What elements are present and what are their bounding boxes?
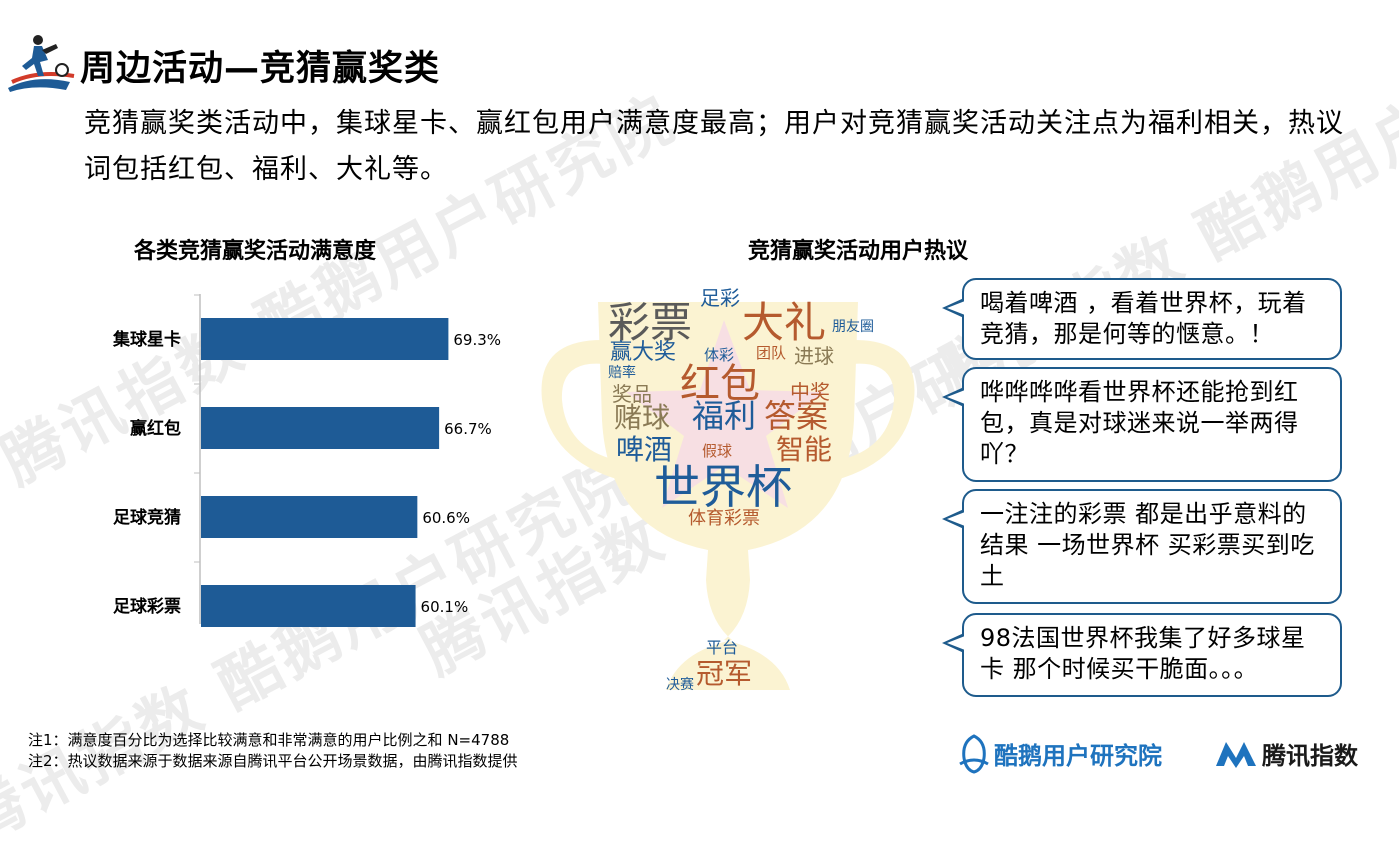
cloud-word: 大礼 — [742, 298, 827, 347]
comment-bubble: 一注注的彩票 都是出乎意料的结果 一场世界杯 买彩票买到吃土 — [942, 489, 1342, 604]
cloud-word: 答案 — [764, 397, 829, 435]
footnote: 注1：满意度百分比为选择比较满意和非常满意的用户比例之和 N=4788 — [28, 731, 510, 749]
soccer-player-logo-icon — [8, 35, 75, 92]
summary-text: 竞猜赢奖类活动中，集球星卡、赢红包用户满意度最高；用户对竞猜赢奖活动关注点为福利… — [84, 108, 1344, 185]
cloud-word: 朋友圈 — [832, 319, 874, 335]
comment-text: 98法国世界杯我集了好多球星卡 那个时候买干脆面。。。 — [980, 624, 1306, 683]
footnote: 注2：热议数据来源于数据来源自腾讯平台公开场景数据，由腾讯指数提供 — [28, 752, 518, 770]
category-label: 足球竞猜 — [113, 507, 181, 528]
comment-bubble: 98法国世界杯我集了好多球星卡 那个时候买干脆面。。。 — [942, 613, 1342, 697]
cloud-word: 红包 — [680, 361, 760, 407]
cloud-word: 智能 — [776, 433, 833, 466]
category-label: 集球星卡 — [112, 329, 181, 350]
cloud-word: 平台 — [706, 638, 739, 657]
word-cloud: 足彩 彩票 大礼 朋友圈 赢大奖 体彩 团队 进球 赔率 红包 中奖 奖品 赌球… — [528, 280, 928, 700]
category-label: 赢红包 — [130, 418, 181, 439]
tencent-index-logo-icon — [1216, 742, 1256, 768]
cloud-word: 进球 — [794, 344, 834, 368]
cloud-word: 世界杯 — [654, 460, 792, 514]
cloud-word: 团队 — [756, 344, 787, 362]
comment-text: 哗哗哗哗看世界杯还能抢到红包，真是对球迷来说一举两得吖？ — [980, 378, 1299, 468]
cloud-word: 赌球 — [614, 401, 671, 434]
value-label: 66.7% — [444, 420, 492, 438]
trophy-shape — [541, 302, 915, 690]
bar-chart: 集球星卡 69.3% 赢红包 66.7% 足球竞猜 60.6% 足球彩票 60.1% — [112, 294, 501, 627]
cloud-word: 赔率 — [608, 365, 636, 381]
value-label: 69.3% — [453, 331, 501, 349]
cloud-word: 假球 — [702, 442, 733, 460]
comment-text: 一注注的彩票 都是出乎意料的结果 一场世界杯 买彩票买到吃土 — [980, 500, 1315, 590]
cloud-word: 福利 — [692, 397, 757, 435]
category-label: 足球彩票 — [113, 597, 181, 617]
cloud-word: 冠军 — [696, 657, 753, 690]
penguin-logo-icon — [959, 734, 989, 774]
cloud-word: 赢大奖 — [610, 340, 677, 365]
value-label: 60.1% — [421, 598, 469, 616]
cloud-word: 足彩 — [700, 286, 740, 310]
brand-name: 酷鹅用户研究院 — [994, 742, 1162, 770]
bar — [201, 318, 449, 360]
bar-chart-title: 各类竞猜赢奖活动满意度 — [134, 239, 377, 264]
cloud-word: 中奖 — [790, 380, 830, 404]
value-label: 60.6% — [422, 509, 470, 527]
word-cloud-title: 竞猜赢奖活动用户热议 — [748, 239, 969, 264]
cloud-word: 啤酒 — [616, 433, 673, 466]
bar — [201, 407, 440, 449]
bar — [201, 496, 418, 538]
bar — [201, 585, 416, 627]
comment-text: 喝着啤酒 ，看着世界杯，玩着竞猜，那是何等的惬意。！ — [980, 289, 1307, 348]
cloud-word: 彩票 — [608, 298, 693, 347]
cloud-word: 奖品 — [612, 382, 652, 406]
comment-bubble: 喝着啤酒 ，看着世界杯，玩着竞猜，那是何等的惬意。！ — [942, 278, 1342, 360]
page-title: 周边活动—竞猜赢奖类 — [80, 49, 441, 89]
cloud-word: 体彩 — [704, 346, 735, 364]
cloud-word: 决赛 — [666, 677, 694, 693]
brand-name: 腾讯指数 — [1262, 742, 1358, 770]
cloud-word: 体育彩票 — [688, 508, 760, 529]
comment-bubble: 哗哗哗哗看世界杯还能抢到红包，真是对球迷来说一举两得吖？ — [942, 367, 1342, 482]
